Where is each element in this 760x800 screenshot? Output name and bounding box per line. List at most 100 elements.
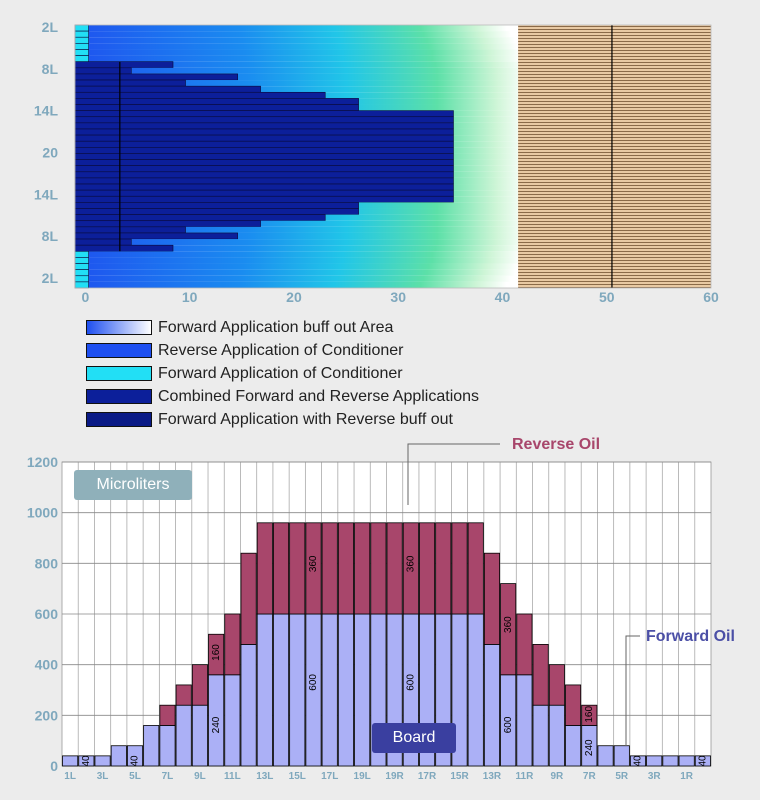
heatmap-dark-row	[74, 98, 359, 105]
heatmap-dark-row	[74, 183, 454, 191]
bar-x-tick-label: 11L	[224, 771, 241, 782]
heatmap-dark-row	[74, 263, 89, 270]
bar-x-tick-label: 3L	[97, 771, 109, 782]
bar-x-tick-label: 13R	[483, 771, 502, 782]
heatmap-dark-row	[74, 153, 454, 160]
heatmap-gradient-row	[75, 37, 515, 44]
bar-reverse-oil	[273, 522, 290, 615]
heatmap-gradient-row	[75, 49, 522, 56]
bar-forward-oil	[159, 725, 176, 767]
bar-data-label: 600	[405, 674, 416, 691]
bar-reverse-oil	[451, 522, 468, 615]
heatmap-dark-row	[74, 269, 89, 277]
bar-reverse-oil	[581, 704, 598, 726]
bar-data-label: 40	[698, 755, 709, 767]
bar-forward-oil	[273, 613, 290, 767]
heatmap-y-tick-label: 8L	[42, 228, 59, 244]
legend-item: Forward Application buff out Area	[86, 316, 479, 339]
legend-label: Combined Forward and Reverse Application…	[158, 387, 480, 405]
heatmap-gradient-row	[75, 67, 528, 74]
bar-reverse-oil	[240, 552, 257, 645]
heatmap-bed-area	[518, 25, 711, 288]
bar-x-tick-label: 3R	[648, 771, 662, 782]
bar-data-label: 240	[211, 716, 222, 733]
bar-y-tick-label: 600	[35, 606, 59, 622]
heatmap-gradient-row	[75, 86, 528, 93]
heatmap-dark-row	[74, 232, 238, 240]
heatmap-dark-row	[74, 91, 326, 99]
bar-x-tick-label: 9L	[194, 771, 206, 782]
bar-reverse-oil	[483, 552, 500, 645]
heatmap-legend: Forward Application buff out Area Revers…	[86, 316, 479, 431]
bar-data-label: 160	[211, 644, 222, 661]
heatmap-x-tick-label: 0	[82, 289, 90, 305]
heatmap-dark-row	[74, 214, 326, 222]
bar-reverse-oil	[467, 522, 484, 615]
bar-data-label: 600	[503, 716, 514, 733]
bar-y-tick-label: 0	[50, 758, 58, 774]
bar-forward-oil	[191, 704, 208, 767]
legend-label: Reverse Application of Conditioner	[158, 341, 404, 359]
bar-forward-oil	[694, 755, 711, 767]
legend-label: Forward Application of Conditioner	[158, 364, 403, 382]
bar-x-tick-label: 17L	[321, 771, 338, 782]
legend-label: Forward Application buff out Area	[158, 318, 394, 336]
bar-x-tick-label: 15L	[289, 771, 306, 782]
bar-y-tick-label: 1200	[27, 454, 58, 470]
heatmap-dark-row	[74, 238, 132, 246]
heatmap-y-tick-label: 14L	[34, 186, 59, 202]
bar-reverse-oil	[256, 522, 273, 615]
bar-x-tick-label: 5L	[129, 771, 141, 782]
heatmap-gradient-row	[75, 25, 507, 32]
forward-oil-callout: Forward Oil	[646, 628, 735, 645]
legend-swatch-forward	[86, 366, 152, 381]
bar-forward-oil	[110, 745, 127, 767]
bar-data-label: 240	[584, 739, 595, 756]
bar-forward-oil	[289, 613, 306, 767]
bar-reverse-oil	[565, 684, 582, 726]
heatmap-x-tick-label: 40	[495, 289, 511, 305]
bar-reverse-oil	[208, 633, 225, 676]
bar-forward-oil	[337, 613, 354, 767]
bar-data-label: 360	[308, 555, 319, 572]
heatmap-dark-row	[74, 49, 89, 56]
bar-reverse-oil	[548, 664, 565, 706]
bar-y-tick-label: 800	[35, 555, 59, 571]
heatmap-gradient-row	[75, 239, 528, 246]
heatmap-dark-row	[74, 159, 454, 166]
bar-forward-oil	[646, 755, 663, 767]
bar-x-tick-label: 17R	[418, 771, 437, 782]
microliters-label: Microliters	[74, 470, 192, 500]
heatmap-dark-row	[74, 73, 238, 81]
bar-reverse-oil	[402, 522, 419, 615]
bar-y-tick-label: 200	[35, 707, 59, 723]
bar-x-tick-label: 19R	[385, 771, 404, 782]
bar-forward-oil	[467, 613, 484, 767]
legend-item: Forward Application of Conditioner	[86, 362, 479, 385]
reverse-oil-callout: Reverse Oil	[512, 436, 601, 453]
heatmap-gradient-row	[75, 55, 522, 62]
heatmap-frame	[74, 24, 712, 289]
heatmap-x-tick-label: 20	[286, 289, 302, 305]
heatmap-dark-row	[74, 171, 454, 179]
heatmap-dark-row	[74, 128, 454, 136]
bar-reverse-oil	[159, 704, 176, 726]
legend-swatch-buffout	[86, 320, 152, 335]
bar-data-label: 40	[81, 755, 92, 767]
bar-forward-oil	[78, 755, 95, 767]
heatmap-dark-row	[74, 122, 454, 130]
heatmap-dark-row	[74, 134, 454, 142]
heatmap-dark-row	[74, 281, 89, 289]
board-label: Board	[372, 723, 456, 753]
bar-forward-oil	[483, 644, 500, 767]
bar-forward-oil	[548, 704, 565, 767]
bar-reverse-oil	[305, 522, 322, 615]
bar-y-tick-label: 1000	[27, 505, 58, 521]
bar-reverse-oil	[224, 613, 241, 676]
heatmap-dark-row	[74, 36, 89, 44]
heatmap-gradient-row	[75, 232, 528, 240]
legend-item: Reverse Application of Conditioner	[86, 339, 479, 362]
bar-forward-oil	[532, 704, 549, 767]
bar-x-tick-label: 1L	[64, 771, 76, 782]
